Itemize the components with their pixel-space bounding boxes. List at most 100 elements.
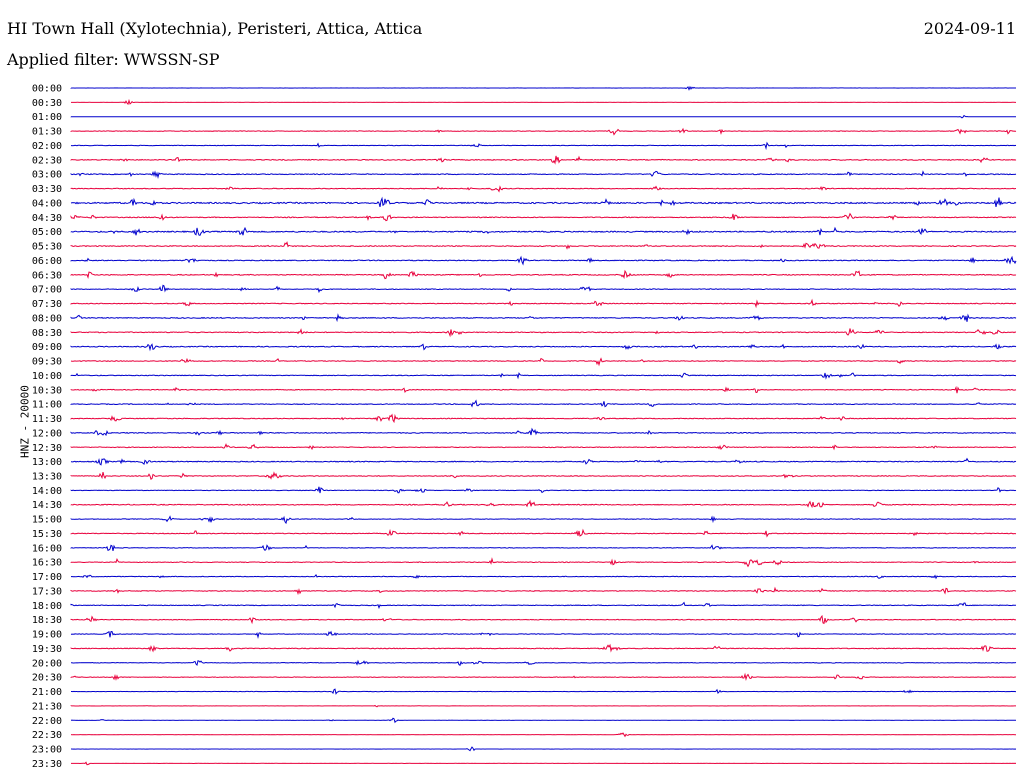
trace-line xyxy=(70,471,1017,481)
row-time-label: 16:30 xyxy=(32,558,62,569)
row-time-label: 13:30 xyxy=(32,471,62,482)
row-time-label: 19:00 xyxy=(32,630,62,641)
row-time-label: 20:00 xyxy=(32,658,62,669)
row-time-label: 22:00 xyxy=(32,716,62,727)
row-time-label: 02:00 xyxy=(32,141,62,152)
row-time-label: 08:00 xyxy=(32,313,62,324)
row-time-label: 17:30 xyxy=(32,586,62,597)
trace-line xyxy=(70,226,1017,236)
trace-line xyxy=(70,141,1017,151)
row-time-label: 11:00 xyxy=(32,400,62,411)
row-time-label: 12:30 xyxy=(32,443,62,454)
row-time-label: 04:00 xyxy=(32,198,62,209)
trace-line xyxy=(70,413,1017,424)
trace-line xyxy=(70,499,1017,509)
trace-line xyxy=(70,357,1017,367)
row-time-label: 21:30 xyxy=(32,701,62,712)
row-time-label: 08:30 xyxy=(32,328,62,339)
row-time-label: 23:30 xyxy=(32,759,62,770)
row-time-label: 14:00 xyxy=(32,486,62,497)
trace-line xyxy=(70,427,1017,437)
trace-line xyxy=(70,704,1016,708)
row-time-label: 10:00 xyxy=(32,371,62,382)
trace-line xyxy=(70,284,1017,294)
row-time-label: 11:30 xyxy=(32,414,62,425)
trace-line xyxy=(71,746,1017,752)
trace-line xyxy=(70,557,1017,568)
row-time-label: 23:00 xyxy=(32,745,62,756)
row-time-label: 05:30 xyxy=(32,242,62,253)
trace-line xyxy=(70,528,1017,538)
row-time-label: 22:30 xyxy=(32,730,62,741)
trace-line xyxy=(70,515,1017,525)
station-title: HI Town Hall (Xylotechnia), Peristeri, A… xyxy=(7,19,423,38)
trace-line xyxy=(70,601,1017,610)
row-time-label: 10:30 xyxy=(32,385,62,396)
trace-line xyxy=(70,155,1017,165)
trace-line xyxy=(70,343,1017,352)
row-time-label: 18:00 xyxy=(32,601,62,612)
row-time-label: 15:00 xyxy=(32,515,62,526)
trace-line xyxy=(70,614,1017,625)
row-time-label: 21:00 xyxy=(32,687,62,698)
trace-line xyxy=(70,241,1017,250)
trace-line xyxy=(70,573,1017,580)
row-time-label: 05:00 xyxy=(32,227,62,238)
trace-line xyxy=(70,586,1017,596)
trace-line xyxy=(70,185,1017,193)
trace-line xyxy=(70,486,1017,494)
row-time-label: 03:30 xyxy=(32,184,62,195)
trace-line xyxy=(70,630,1016,639)
row-time-label: 06:30 xyxy=(32,270,62,281)
trace-line xyxy=(70,544,1017,552)
trace-line xyxy=(70,170,1017,179)
row-time-label: 02:30 xyxy=(32,155,62,166)
trace-line xyxy=(70,85,1016,91)
row-time-label: 18:30 xyxy=(32,615,62,626)
trace-line xyxy=(70,732,1016,738)
row-time-label: 04:30 xyxy=(32,213,62,224)
trace-line xyxy=(70,443,1017,451)
row-time-label: 00:00 xyxy=(32,84,62,95)
trace-line xyxy=(70,255,1017,266)
row-time-label: 12:00 xyxy=(32,428,62,439)
trace-line xyxy=(70,212,1017,222)
trace-line xyxy=(70,372,1017,380)
trace-line xyxy=(70,269,1017,280)
trace-line xyxy=(70,127,1017,136)
row-time-label: 01:30 xyxy=(32,127,62,138)
trace-line xyxy=(70,196,1017,208)
trace-line xyxy=(71,659,1017,666)
trace-line xyxy=(70,114,1017,119)
filter-label: Applied filter: WWSSN-SP xyxy=(7,50,220,69)
row-time-label: 09:00 xyxy=(32,342,62,353)
row-time-label: 14:30 xyxy=(32,500,62,511)
row-time-label: 15:30 xyxy=(32,529,62,540)
trace-line xyxy=(71,688,1016,695)
row-time-label: 07:30 xyxy=(32,299,62,310)
row-time-label: 03:00 xyxy=(32,170,62,181)
row-time-label: 01:00 xyxy=(32,112,62,123)
row-time-label: 13:00 xyxy=(32,457,62,468)
date-label: 2024-09-11 xyxy=(923,19,1016,38)
trace-line xyxy=(71,98,1016,106)
row-time-label: 09:30 xyxy=(32,357,62,368)
trace-line xyxy=(70,717,1017,724)
row-time-label: 20:30 xyxy=(32,673,62,684)
trace-line xyxy=(70,399,1017,408)
trace-line xyxy=(70,457,1017,466)
row-time-label: 07:00 xyxy=(32,285,62,296)
row-time-label: 00:30 xyxy=(32,98,62,109)
trace-line xyxy=(71,761,1017,766)
trace-line xyxy=(70,298,1017,309)
trace-line xyxy=(70,313,1017,323)
row-time-label: 17:00 xyxy=(32,572,62,583)
trace-line xyxy=(70,328,1017,338)
trace-line xyxy=(70,385,1017,394)
trace-line xyxy=(70,672,1017,681)
row-time-label: 16:00 xyxy=(32,543,62,554)
row-time-label: 19:30 xyxy=(32,644,62,655)
row-time-label: 06:00 xyxy=(32,256,62,267)
trace-line xyxy=(70,643,1017,653)
